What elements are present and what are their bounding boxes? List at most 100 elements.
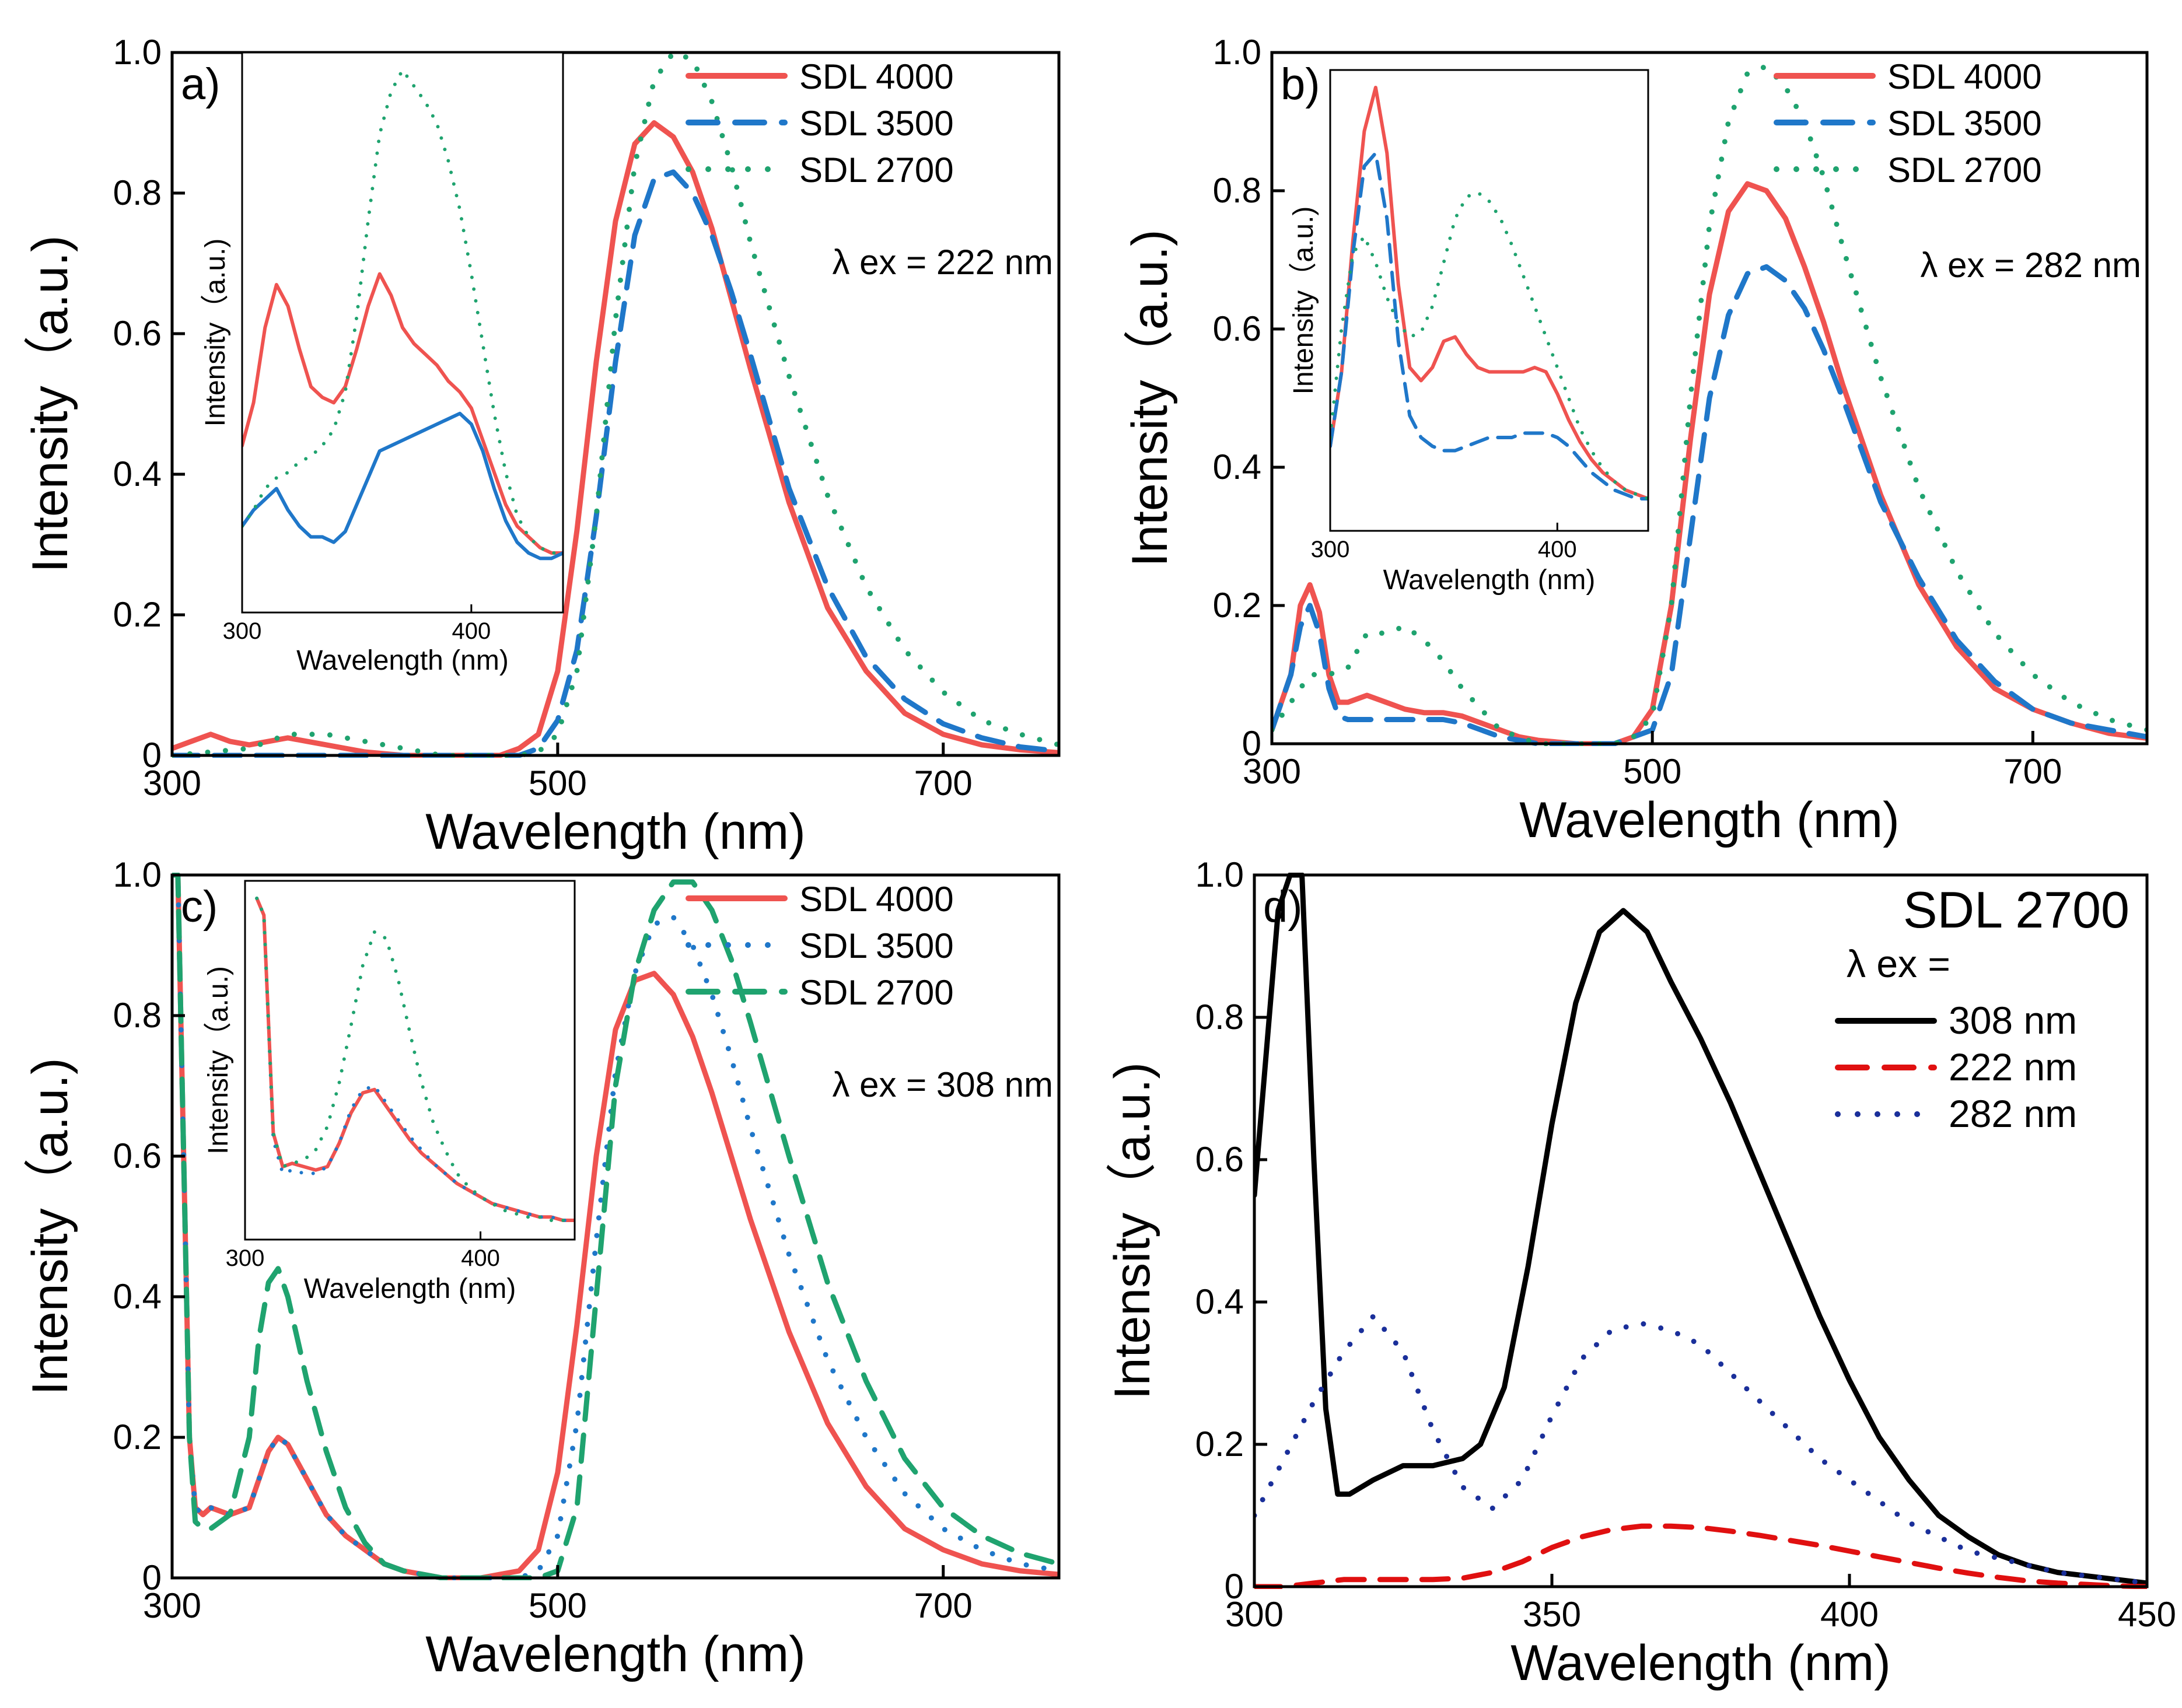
y-tick-label: 0.2: [1213, 586, 1261, 625]
y-tick-label: 0.6: [1195, 1140, 1244, 1179]
y-tick-label: 0.8: [1195, 998, 1244, 1037]
legend: SDL 4000 SDL 3500 SDL 2700: [686, 57, 954, 190]
x-axis-label: Wavelength (nm): [1510, 1635, 1891, 1691]
inset-series-a-0: [242, 272, 563, 555]
inset-x-tick-label: 400: [461, 1245, 500, 1271]
chart-title: SDL 2700: [1903, 881, 2129, 939]
inset-series-b-2: [1330, 191, 1648, 501]
inset-series-a-1: [242, 411, 563, 561]
plot-frame: [170, 873, 1061, 1580]
legend-label: 222 nm: [1949, 1045, 2077, 1088]
y-tick-label: 0.8: [113, 996, 162, 1035]
x-tick-label: 700: [914, 1586, 973, 1625]
legend-label: SDL 4000: [799, 57, 954, 96]
y-tick-label: 0: [142, 1558, 162, 1597]
legend: SDL 4000 SDL 3500 SDL 2700: [686, 880, 954, 1012]
inset-x-axis-label: Wavelength (nm): [296, 645, 509, 676]
panel-a: 0 0.2 0.4 0.6 0.8 1.0 300 500 700 Wavelength (nm)…: [22, 33, 1061, 860]
y-tick-label: 0.4: [113, 1277, 162, 1316]
y-axis-label: Intensity（a.u.): [22, 1058, 78, 1395]
y-tick-label: 0.6: [113, 314, 162, 353]
inset-x-tick-label: 300: [1311, 537, 1350, 562]
legend-label: SDL 3500: [1887, 104, 2042, 143]
y-tick-label: 0.4: [1195, 1282, 1244, 1321]
x-tick-label: 300: [1243, 752, 1301, 791]
legend-label: SDL 2700: [799, 973, 954, 1012]
inset-x-tick-label: 300: [226, 1245, 265, 1271]
x-tick-label: 300: [143, 764, 201, 803]
inset-y-axis-label: Intensity（a.u.): [203, 966, 234, 1154]
x-axis-label: Wavelength (nm): [1519, 792, 1900, 848]
x-tick-label: 450: [2118, 1595, 2176, 1634]
y-tick-label: 0.4: [1213, 447, 1261, 487]
inset-series-c-1: [255, 897, 575, 1222]
x-tick-label: 300: [143, 1586, 201, 1625]
y-axis-label: Intensity（a.u.): [1104, 1062, 1160, 1399]
plot-frame: [1270, 51, 2149, 746]
y-axis-label: Intensity（a.u.): [22, 235, 78, 572]
inset-x-axis-label: Wavelength (nm): [304, 1273, 516, 1304]
inset-background: [1330, 70, 1648, 531]
series-c-1: [172, 873, 1059, 1580]
inset-y-axis-label: Intensity（a.u.): [200, 239, 231, 427]
inset-y-axis-label: Intensity（a.u.): [1288, 206, 1319, 395]
panel-label: a): [181, 60, 221, 109]
plot-frame: [1253, 873, 2149, 1588]
excitation-annotation: λ ex = 308 nm: [832, 1065, 1053, 1104]
y-tick-label: 1.0: [1213, 33, 1261, 72]
legend-label: SDL 4000: [1887, 57, 2042, 96]
x-axis-label: Wavelength (nm): [425, 804, 806, 860]
panel-c: 0 0.2 0.4 0.6 0.8 1.0 300 500 700 Wavelength (nm)…: [22, 855, 1061, 1682]
y-tick-label: 0.2: [113, 595, 162, 634]
inset-series-b-1: [1330, 151, 1648, 501]
y-axis-label: Intensity（a.u.): [1122, 229, 1178, 566]
excitation-annotation: λ ex = 282 nm: [1920, 246, 2141, 285]
panel-label: d): [1263, 882, 1303, 932]
inset-background: [245, 881, 575, 1240]
excitation-annotation: λ ex = 222 nm: [832, 243, 1053, 282]
x-tick-label: 350: [1523, 1595, 1581, 1634]
plot-frame: [170, 51, 1061, 757]
inset-x-tick-label: 400: [1538, 537, 1577, 562]
legend-label: SDL 2700: [1887, 150, 2042, 190]
series-b-2: [1272, 64, 2147, 746]
panel-label: c): [181, 882, 218, 932]
y-tick-label: 1.0: [113, 33, 162, 72]
inset-series-b-0: [1330, 86, 1648, 501]
y-tick-label: 0.4: [113, 454, 162, 494]
inset-background: [242, 52, 563, 612]
x-tick-label: 700: [2003, 752, 2062, 791]
legend-title: λ ex =: [1847, 942, 1950, 985]
legend-label: SDL 3500: [799, 104, 954, 143]
y-tick-label: 0.6: [113, 1136, 162, 1175]
legend: SDL 4000 SDL 3500 SDL 2700: [1774, 57, 2042, 190]
y-tick-label: 0.6: [1213, 309, 1261, 348]
y-tick-label: 0: [142, 736, 162, 775]
inset-x-tick-label: 400: [452, 618, 491, 644]
y-tick-label: 1.0: [113, 855, 162, 894]
legend-label: SDL 2700: [799, 150, 954, 190]
legend-label: SDL 3500: [799, 926, 954, 965]
series-a-0: [172, 120, 1059, 758]
y-tick-label: 0: [1225, 1567, 1244, 1606]
y-tick-label: 0.8: [1213, 171, 1261, 210]
panel-label: b): [1281, 60, 1320, 109]
series-c-2: [172, 873, 1059, 1580]
inset-frame: [241, 51, 564, 614]
series-d-1: [1254, 1523, 2147, 1589]
series-d-2: [1254, 1313, 2147, 1586]
x-axis-label: Wavelength (nm): [425, 1626, 806, 1682]
x-tick-label: 500: [529, 764, 587, 803]
x-tick-label: 500: [1623, 752, 1681, 791]
inset-frame: [244, 880, 576, 1241]
panel-b: 0 0.2 0.4 0.6 0.8 1.0 300 500 700 Wavelength (nm)…: [1122, 33, 2149, 848]
inset-frame: [1329, 69, 1649, 532]
legend-label: 282 nm: [1949, 1092, 2077, 1135]
x-tick-label: 300: [1225, 1595, 1284, 1634]
x-tick-label: 400: [1820, 1595, 1879, 1634]
x-tick-label: 700: [914, 764, 973, 803]
